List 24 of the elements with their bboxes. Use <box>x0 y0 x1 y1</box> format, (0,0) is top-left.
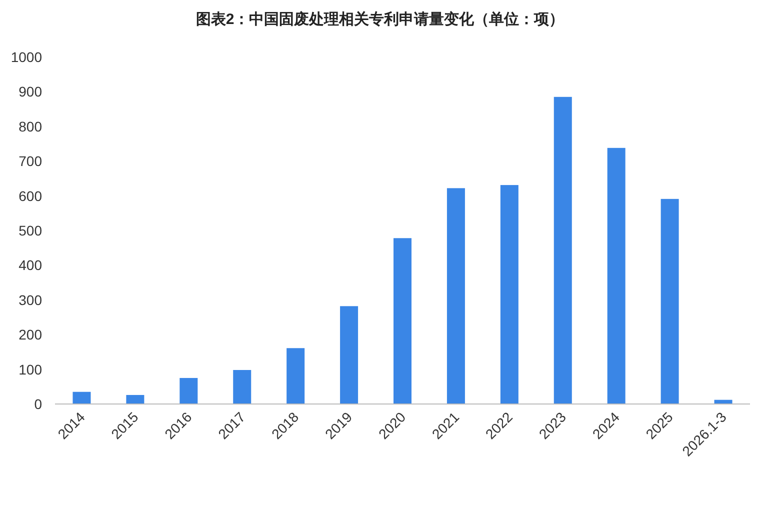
y-tick-label: 100 <box>18 361 42 378</box>
bar <box>660 198 679 404</box>
y-tick-label: 500 <box>18 222 42 238</box>
y-tick-label: 200 <box>18 326 42 343</box>
bar <box>554 96 572 404</box>
bar <box>126 394 144 404</box>
y-tick-label: 300 <box>18 292 42 308</box>
bar <box>394 238 412 404</box>
bar <box>446 188 465 404</box>
bar <box>607 148 626 404</box>
bar <box>340 306 358 404</box>
bar <box>180 378 198 404</box>
y-tick-label: 0 <box>34 396 42 412</box>
y-tick-label: 900 <box>18 84 42 100</box>
bar <box>233 370 252 404</box>
y-tick-label: 400 <box>18 257 42 274</box>
y-tick-label: 700 <box>18 153 42 170</box>
chart-title: 图表2：中国固废处理相关专利申请量变化（单位：项） <box>196 10 564 28</box>
y-tick-label: 1000 <box>10 49 42 65</box>
bar <box>500 185 518 404</box>
bar <box>72 392 91 404</box>
y-tick-label: 800 <box>18 118 42 134</box>
y-tick-label: 600 <box>18 188 42 204</box>
bar <box>286 348 305 404</box>
